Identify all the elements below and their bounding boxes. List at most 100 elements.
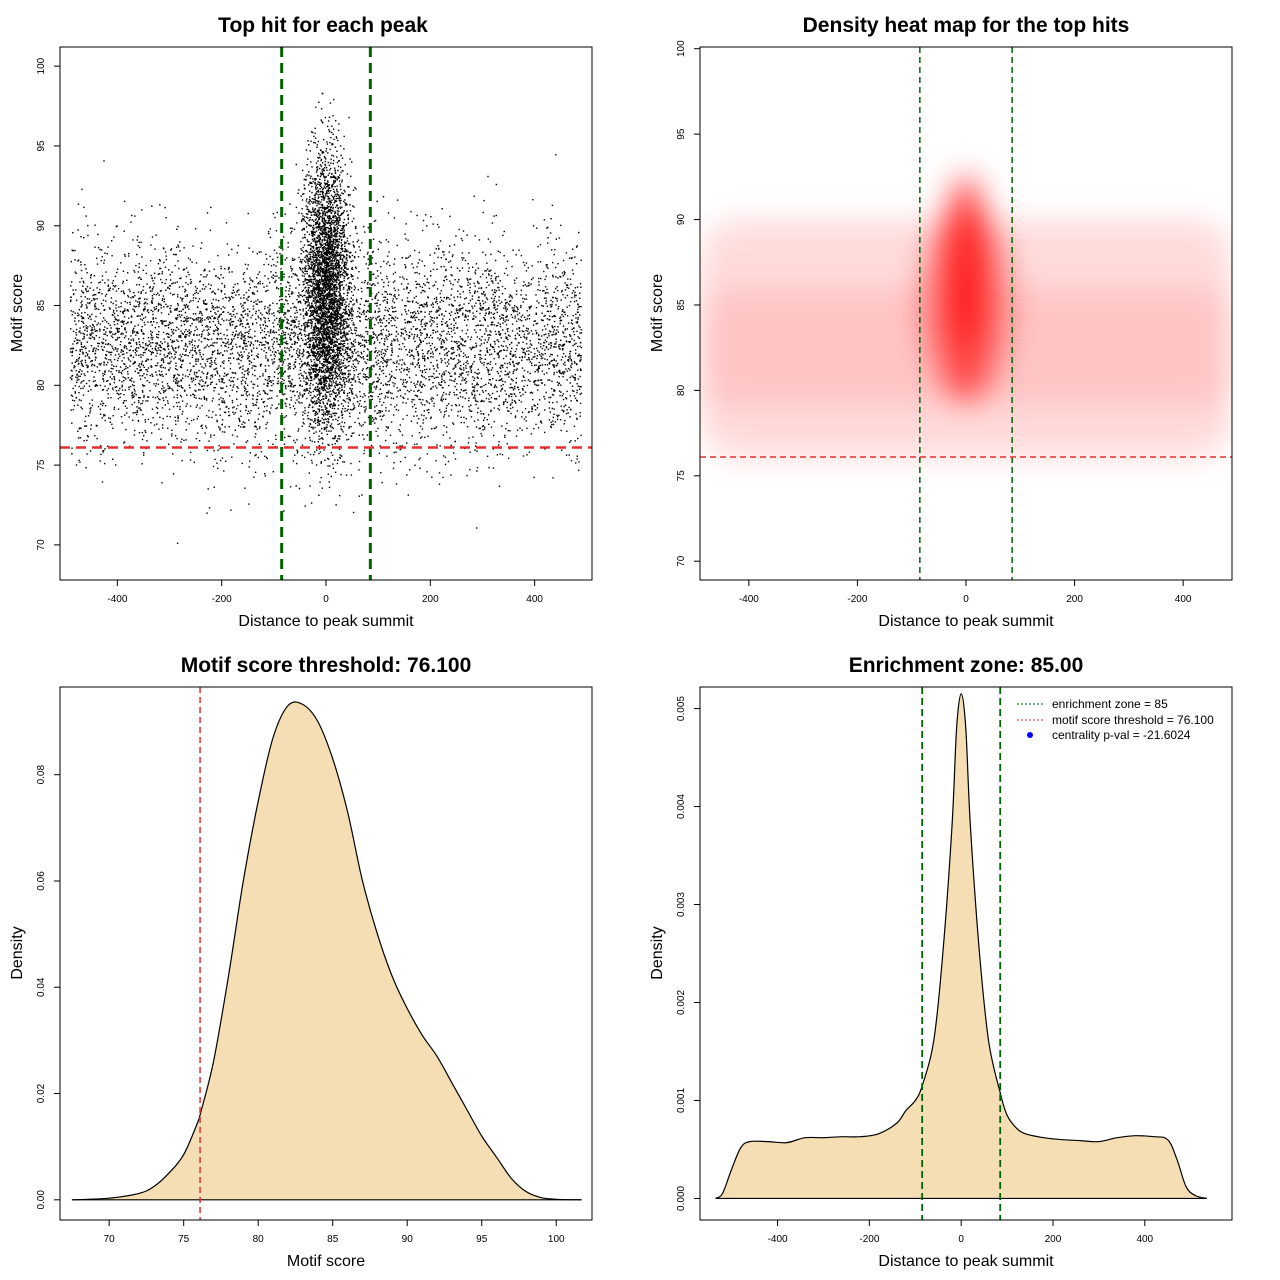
scatter-point: [553, 389, 555, 391]
scatter-point: [440, 341, 443, 343]
scatter-point: [281, 298, 283, 301]
scatter-point: [510, 393, 512, 395]
scatter-point: [304, 437, 307, 440]
scatter-point: [474, 371, 476, 374]
scatter-point: [523, 298, 526, 300]
scatter-point: [106, 253, 108, 255]
scatter-point: [307, 240, 309, 243]
scatter-point: [576, 418, 578, 420]
scatter-point: [383, 344, 386, 346]
scatter-point: [422, 353, 424, 355]
scatter-point: [379, 310, 381, 312]
scatter-point: [540, 379, 543, 381]
scatter-point: [308, 260, 311, 262]
scatter-point: [433, 298, 436, 300]
scatter-point: [482, 429, 484, 431]
scatter-point: [360, 425, 363, 427]
scatter-point: [257, 407, 260, 409]
scatter-point: [456, 267, 459, 269]
scatter-point: [251, 337, 253, 339]
scatter-point: [467, 263, 469, 265]
scatter-point: [217, 310, 219, 312]
scatter-point: [555, 276, 557, 278]
scatter-point: [101, 400, 103, 402]
scatter-point: [104, 371, 106, 373]
scatter-point: [400, 395, 402, 397]
scatter-point: [100, 403, 102, 405]
scatter-point: [538, 351, 540, 353]
scatter-point: [547, 379, 549, 381]
scatter-point: [419, 457, 421, 459]
scatter-point: [147, 400, 149, 402]
scatter-point: [176, 281, 178, 283]
scatter-point: [81, 348, 83, 351]
scatter-point: [94, 330, 96, 332]
scatter-point: [392, 467, 395, 470]
scatter-point: [405, 305, 407, 307]
scatter-point: [528, 357, 530, 359]
scatter-point: [443, 374, 445, 376]
scatter-point: [352, 511, 355, 514]
scatter-point: [127, 371, 129, 373]
scatter-point: [473, 379, 475, 382]
scatter-point: [382, 384, 385, 386]
scatter-point: [532, 277, 534, 279]
scatter-point: [545, 300, 547, 302]
scatter-point: [216, 370, 218, 372]
scatter-point: [557, 306, 560, 308]
scatter-point: [321, 422, 324, 424]
scatter-point: [426, 453, 429, 455]
scatter-point: [125, 428, 127, 431]
scatter-point: [441, 208, 443, 210]
scatter-point: [110, 371, 112, 373]
scatter-point: [197, 432, 199, 434]
scatter-point: [158, 294, 160, 296]
scatter-point: [568, 304, 571, 307]
scatter-point: [554, 333, 556, 336]
scatter-point: [251, 367, 253, 369]
scatter-point: [197, 345, 200, 347]
scatter-point: [212, 306, 214, 308]
scatter-point: [377, 311, 379, 313]
scatter-point: [448, 312, 451, 315]
scatter-point: [241, 462, 243, 465]
scatter-point: [137, 420, 140, 422]
scatter-point: [498, 404, 500, 407]
scatter-point: [216, 329, 219, 332]
scatter-point: [302, 363, 304, 365]
scatter-point: [458, 376, 460, 378]
scatter-point: [393, 295, 395, 297]
scatter-point: [474, 285, 476, 287]
scatter-point: [119, 310, 122, 313]
scatter-point: [576, 320, 579, 323]
scatter-point: [526, 350, 528, 352]
scatter-point: [234, 325, 237, 328]
scatter-point: [188, 308, 190, 310]
scatter-point: [101, 279, 104, 281]
scatter-point: [435, 300, 438, 302]
scatter-point: [431, 428, 433, 430]
scatter-point: [229, 368, 232, 370]
scatter-point: [117, 408, 120, 410]
scatter-point: [114, 333, 116, 335]
scatter-point: [190, 451, 192, 454]
scatter-point: [220, 308, 222, 310]
scatter-point: [242, 379, 244, 381]
scatter-point: [83, 237, 85, 239]
scatter-point: [478, 282, 480, 285]
scatter-point: [374, 324, 376, 326]
scatter-point: [178, 374, 180, 376]
scatter-point: [131, 316, 133, 318]
scatter-point: [263, 263, 265, 266]
scatter-point: [484, 319, 486, 321]
scatter-point: [539, 379, 542, 381]
scatter-point: [123, 293, 125, 295]
scatter-point: [210, 382, 212, 384]
scatter-point: [267, 358, 269, 360]
scatter-point: [463, 416, 465, 419]
scatter-point: [377, 291, 380, 294]
scatter-point: [136, 331, 138, 333]
scatter-point: [182, 353, 184, 355]
scatter-point: [578, 231, 580, 234]
scatter-point: [445, 337, 447, 339]
